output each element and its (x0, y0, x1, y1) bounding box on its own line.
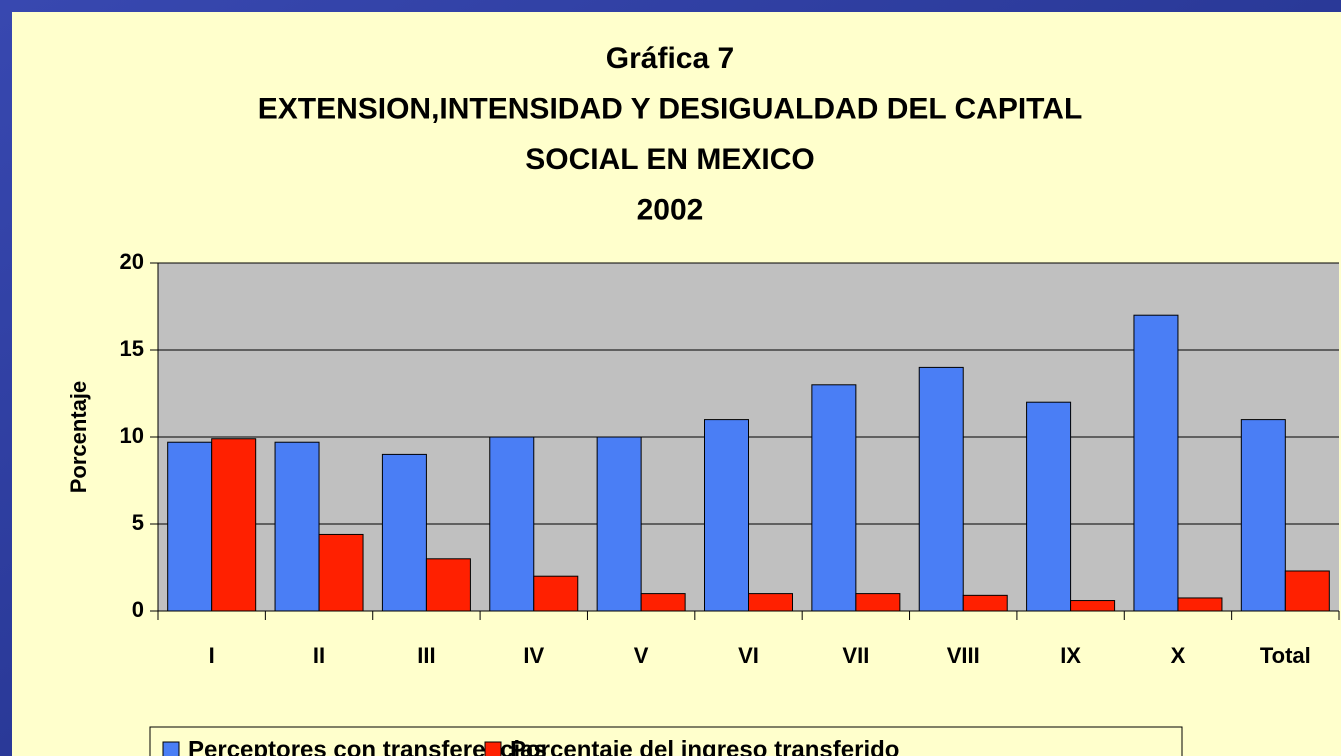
bar (704, 419, 749, 612)
y-tick-label: 10 (120, 423, 144, 448)
bar (640, 593, 686, 612)
chart-title: Gráfica 7 (606, 42, 734, 75)
legend-swatch (484, 741, 502, 756)
y-tick-label: 15 (120, 336, 144, 361)
y-tick-label: 0 (132, 597, 144, 622)
bar (274, 441, 320, 612)
legend-label: Porcentaje del ingreso transferido (510, 736, 899, 756)
x-tick-label: VI (738, 643, 759, 668)
bar (1240, 419, 1286, 612)
bar (533, 575, 579, 612)
bar (918, 366, 964, 612)
bar (1284, 570, 1330, 612)
chart-title: SOCIAL EN MEXICO (525, 143, 814, 176)
legend-label: Perceptores con transferencias (188, 736, 547, 756)
bar (596, 436, 642, 612)
x-tick-label: III (417, 643, 435, 668)
x-tick-label: V (634, 643, 649, 668)
chart-title: EXTENSION,INTENSIDAD Y DESIGUALDAD DEL C… (258, 92, 1083, 125)
bar (1070, 600, 1116, 612)
bar (318, 533, 364, 612)
legend-swatch (162, 741, 180, 756)
bar (381, 453, 427, 612)
bar (1133, 314, 1179, 612)
y-axis-label: Porcentaje (66, 381, 91, 494)
x-tick-label: VII (842, 643, 869, 668)
x-tick-label: II (313, 643, 325, 668)
bar (748, 593, 793, 612)
bar (855, 593, 901, 612)
bar (1026, 401, 1072, 612)
x-tick-label: IX (1060, 643, 1081, 668)
bar (167, 441, 213, 612)
legend (149, 726, 1183, 756)
bar (811, 384, 857, 612)
bar (425, 558, 471, 612)
y-tick-label: 20 (120, 249, 144, 274)
y-tick-label: 5 (132, 510, 144, 535)
x-tick-label: I (209, 643, 215, 668)
bar (489, 436, 535, 612)
x-tick-label: IV (523, 643, 544, 668)
chart-title: 2002 (637, 193, 704, 226)
x-tick-label: X (1171, 643, 1186, 668)
bar (962, 594, 1008, 612)
bar (1177, 597, 1223, 612)
bar (211, 438, 257, 612)
x-tick-label: VIII (947, 643, 980, 668)
x-tick-label: Total (1260, 643, 1311, 668)
